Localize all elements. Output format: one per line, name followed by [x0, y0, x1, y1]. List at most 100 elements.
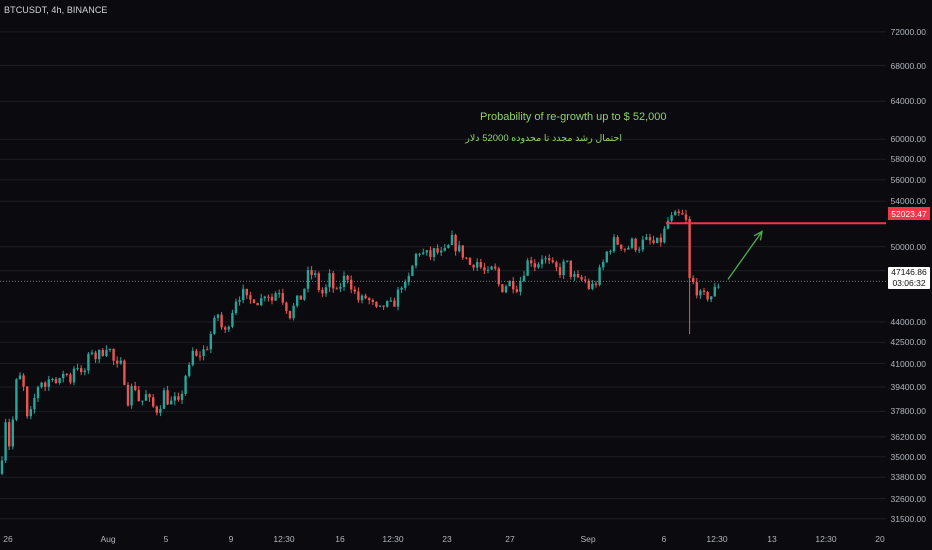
candle-body: [472, 264, 475, 268]
candle-body: [566, 260, 569, 262]
candle-body: [454, 234, 457, 252]
candle-body: [674, 211, 677, 216]
candle-body: [137, 390, 140, 402]
projection-arrow: [727, 231, 763, 280]
time-tick-label: 12:30: [815, 534, 837, 544]
candle-body: [382, 305, 385, 307]
candle-body: [591, 283, 594, 289]
time-tick-label: 12:30: [706, 534, 728, 544]
candle-body: [393, 300, 396, 307]
candle-body: [468, 258, 472, 265]
candle-body: [666, 220, 670, 229]
candle-body: [227, 326, 230, 330]
candle-countdown: 03:06:32: [892, 278, 926, 288]
price-tick-label: 72000.00: [890, 26, 926, 37]
candle-body: [278, 293, 281, 295]
price-tick-label: 33800.00: [890, 472, 926, 483]
candle-body: [274, 293, 277, 301]
candle-body: [710, 296, 713, 300]
price-tick-label: 36200.00: [890, 431, 926, 442]
candle-body: [375, 301, 378, 307]
candle-body: [519, 281, 522, 292]
candle-body: [101, 349, 104, 356]
candle-body: [342, 275, 346, 287]
candle-body: [425, 250, 428, 253]
candle-body: [148, 394, 151, 398]
candle-body: [152, 397, 155, 407]
candle-body: [411, 265, 414, 276]
candle-body: [339, 286, 342, 289]
candle-body: [465, 257, 468, 259]
candle-body: [0, 460, 4, 474]
candle-body: [159, 408, 162, 413]
candle-body: [353, 289, 356, 292]
candle-body: [256, 303, 259, 306]
time-tick-label: Sep: [580, 534, 596, 544]
candle-body: [530, 260, 533, 264]
candle-body: [573, 274, 576, 277]
candle-body: [314, 273, 317, 275]
candle-body: [51, 379, 54, 381]
candle-body: [569, 260, 572, 277]
candle-body: [551, 260, 554, 263]
candle-body: [436, 248, 439, 253]
candle-body: [180, 393, 184, 400]
candle-body: [407, 275, 410, 282]
current-price-value: 47146.86: [891, 267, 927, 277]
candle-body: [483, 267, 486, 271]
candle-body: [72, 368, 76, 383]
price-tick-label: 64000.00: [890, 96, 926, 107]
candle-body: [555, 262, 558, 268]
candle-body: [512, 281, 515, 290]
candle-body: [231, 313, 234, 327]
candle-body: [443, 247, 446, 251]
candle-body: [310, 270, 313, 275]
candle-body: [562, 261, 565, 276]
time-tick-label: 13: [767, 534, 777, 544]
candle-body: [306, 270, 310, 289]
candle-body: [533, 263, 536, 268]
candle-body: [299, 295, 302, 300]
candle-body: [447, 244, 450, 248]
candle-body: [713, 286, 716, 297]
candle-body: [587, 280, 590, 289]
candle-body: [29, 409, 32, 417]
projection-arrow-head: [753, 230, 763, 241]
candle-body: [486, 269, 490, 271]
candle-body: [681, 213, 684, 215]
candle-body: [418, 253, 421, 255]
candle-body: [134, 385, 137, 391]
candle-body: [432, 248, 436, 257]
price-tick-label: 44000.00: [890, 316, 926, 327]
candle-body: [504, 286, 508, 293]
candle-body: [317, 273, 320, 290]
time-tick-label: 6: [661, 534, 667, 544]
candle-body: [396, 289, 400, 307]
price-tick-label: 50000.00: [890, 241, 926, 252]
candle-body: [368, 298, 371, 300]
candle-body: [580, 277, 583, 280]
candle-body: [242, 288, 245, 300]
candle-body: [224, 327, 227, 330]
candle-body: [40, 382, 43, 388]
candle-body: [216, 314, 220, 318]
candle-body: [609, 251, 612, 253]
candle-body: [209, 333, 212, 350]
candle-body: [8, 422, 11, 447]
candle-body: [69, 374, 72, 383]
candle-body: [324, 287, 328, 294]
candle-body: [285, 302, 288, 312]
price-tick-label: 58000.00: [890, 154, 926, 165]
candle-body: [645, 237, 648, 240]
candle-body: [598, 267, 601, 286]
candle-body: [126, 384, 130, 406]
candle-body: [602, 262, 605, 268]
candle-body: [33, 398, 36, 410]
candle-body: [130, 385, 133, 406]
candle-body: [98, 349, 101, 360]
candle-body: [144, 394, 148, 401]
symbol-label[interactable]: BTCUSDT, 4h, BINANCE: [4, 5, 108, 15]
candle-body: [422, 252, 425, 254]
